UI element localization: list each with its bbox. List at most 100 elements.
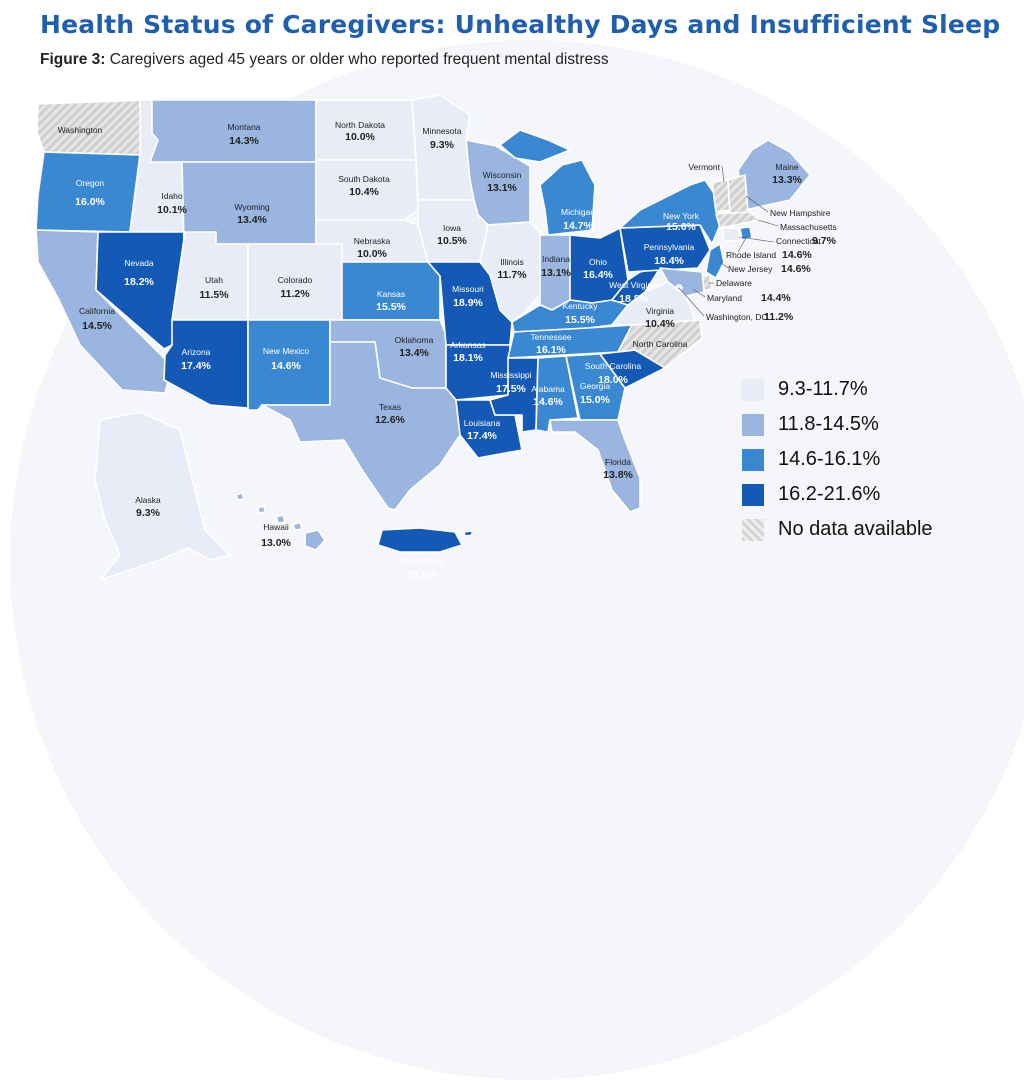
- state-name-label: Indiana: [542, 254, 570, 264]
- state-value-label: 17.4%: [181, 360, 211, 372]
- state-value-label: 14.6%: [782, 249, 812, 261]
- state-arkansas: [445, 344, 511, 401]
- legend-item: 9.3-11.7%: [742, 372, 933, 407]
- legend-item: 16.2-21.6%: [742, 477, 933, 512]
- state-value-label: 10.1%: [157, 204, 187, 216]
- state-value-label: 14.7%: [563, 220, 593, 232]
- state-value-label: 10.5%: [437, 235, 467, 247]
- state-value-label: 10.4%: [645, 318, 675, 330]
- state-value-label: 9.7%: [812, 235, 837, 247]
- state-value-label: 10.0%: [357, 248, 387, 260]
- us-choropleth-map: Washington Oregon 16.0% California 14.5% Idah…: [35, 94, 837, 581]
- state-value-label: 15.0%: [580, 394, 610, 406]
- legend-swatch: [742, 518, 764, 541]
- state-name-label: North Dakota: [335, 120, 385, 130]
- state-name-label: West Virginia: [609, 280, 659, 290]
- state-value-label: 16.0%: [75, 196, 105, 208]
- state-name-label: Pennsylvania: [644, 242, 695, 252]
- leader-line: [738, 236, 775, 243]
- state-new-hampshire: [727, 174, 749, 215]
- state-name-label: Vermont: [688, 162, 720, 172]
- state-name-label: Nebraska: [354, 236, 391, 246]
- state-name-label: Virginia: [646, 306, 674, 316]
- state-name-label: Alaska: [135, 495, 161, 505]
- state-name-label: Wisconsin: [483, 170, 522, 180]
- state-name-label: Utah: [205, 275, 223, 285]
- state-value-label: 13.3%: [772, 174, 802, 186]
- state-name-label: Ohio: [589, 257, 607, 267]
- state-name-label: Missouri: [452, 284, 484, 294]
- state-value-label: 11.2%: [764, 311, 794, 323]
- legend: 9.3-11.7% 11.8-14.5% 14.6-16.1% 16.2-21.…: [742, 372, 933, 547]
- state-value-label: 16.1%: [536, 344, 566, 356]
- figure-caption: Figure 3: Caregivers aged 45 years or ol…: [40, 51, 609, 69]
- state-florida: [549, 419, 641, 513]
- state-name-label: Oklahoma: [395, 335, 434, 345]
- state-name-label: Florida: [605, 457, 631, 467]
- state-north-dakota: [315, 99, 417, 161]
- state-name-label: Arkansas: [450, 340, 485, 350]
- state-name-label: Louisiana: [464, 418, 501, 428]
- state-alaska: [94, 411, 231, 581]
- state-value-label: 11.2%: [280, 288, 310, 300]
- legend-swatch: [742, 413, 764, 436]
- state-puerto-rico: [377, 527, 473, 553]
- state-value-label: 12.6%: [375, 414, 405, 426]
- state-south-dakota: [315, 159, 419, 221]
- state-value-label: 14.3%: [229, 135, 259, 147]
- state-name-label: Kansas: [377, 289, 405, 299]
- state-rhode-island: [739, 226, 753, 241]
- state-value-label: 14.6%: [533, 396, 563, 408]
- state-value-label: 9.3%: [430, 139, 455, 151]
- state-name-label: South Dakota: [338, 174, 390, 184]
- legend-swatch: [742, 378, 764, 401]
- state-name-label: South Carolina: [585, 361, 642, 371]
- legend-label: 11.8-14.5%: [778, 413, 879, 435]
- state-name-label: Maine: [775, 162, 798, 172]
- state-value-label: 18.9%: [453, 297, 483, 309]
- state-name-label: Kentucky: [563, 301, 599, 311]
- state-name-label: Georgia: [580, 381, 611, 391]
- state-name-label: Washington: [58, 125, 103, 135]
- leader-line: [757, 219, 779, 227]
- state-name-label: Alabama: [531, 384, 565, 394]
- legend-label: 16.2-21.6%: [778, 483, 881, 505]
- state-value-label: 14.6%: [271, 360, 301, 372]
- state-name-label: Wyoming: [234, 202, 270, 212]
- state-oregon: [35, 151, 141, 233]
- legend-label: 14.6-16.1%: [778, 448, 881, 470]
- state-value-label: 13.8%: [603, 469, 633, 481]
- leader-line: [721, 165, 725, 183]
- state-texas: [261, 341, 461, 511]
- state-value-label: 18.8%: [619, 293, 649, 305]
- state-value-label: 13.4%: [237, 214, 267, 226]
- legend-item: 14.6-16.1%: [742, 442, 933, 477]
- state-value-label: 17.5%: [496, 383, 526, 395]
- state-hawaii: [235, 492, 326, 551]
- state-value-label: 15.5%: [565, 314, 595, 326]
- legend-swatch: [742, 483, 764, 506]
- state-value-label: 15.5%: [376, 301, 406, 313]
- state-name-label: New York: [663, 211, 700, 221]
- state-illinois: [479, 221, 541, 323]
- state-name-label: Montana: [227, 122, 260, 132]
- leader-line: [745, 195, 769, 213]
- state-value-label: 18.0%: [598, 374, 628, 386]
- state-name-label: Maryland: [707, 293, 742, 303]
- state-georgia: [565, 353, 626, 421]
- state-name-label: Hawaii: [263, 522, 289, 532]
- state-value-label: 13.1%: [541, 267, 571, 279]
- state-name-label: North Carolina: [633, 339, 688, 349]
- state-value-label: 10.4%: [349, 186, 379, 198]
- legend-label: No data available: [778, 518, 933, 540]
- state-name-label: Oregon: [76, 178, 105, 188]
- state-name-label: Delaware: [716, 278, 752, 288]
- state-value-label: 18.4%: [654, 255, 684, 267]
- state-name-label: New Hampshire: [770, 208, 831, 218]
- state-name-label: Colorado: [278, 275, 313, 285]
- figure-label: Figure 3:: [40, 51, 106, 68]
- state-value-label: 18.1%: [453, 352, 483, 364]
- state-name-label: Washington, DC: [706, 312, 768, 322]
- state-name-label: Iowa: [443, 223, 461, 233]
- state-michigan: [499, 129, 596, 236]
